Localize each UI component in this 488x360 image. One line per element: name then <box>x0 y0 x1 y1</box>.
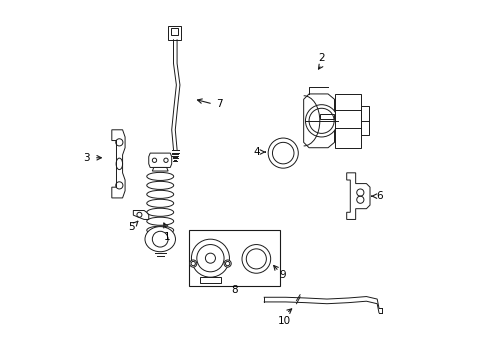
Text: 10: 10 <box>278 316 291 325</box>
Polygon shape <box>346 173 369 220</box>
Circle shape <box>267 138 298 168</box>
Polygon shape <box>199 277 221 283</box>
Ellipse shape <box>146 172 173 180</box>
Circle shape <box>189 260 196 267</box>
Ellipse shape <box>146 199 173 207</box>
Ellipse shape <box>144 226 175 252</box>
Polygon shape <box>148 153 171 167</box>
Text: 8: 8 <box>231 285 237 296</box>
Circle shape <box>305 105 337 137</box>
Bar <box>168 26 181 40</box>
Text: 3: 3 <box>83 153 90 163</box>
Ellipse shape <box>146 190 173 198</box>
Text: 4: 4 <box>253 147 260 157</box>
Polygon shape <box>112 130 125 198</box>
Bar <box>188 230 280 286</box>
Circle shape <box>191 239 229 277</box>
Bar <box>361 107 368 135</box>
Text: 9: 9 <box>279 270 285 280</box>
Text: 6: 6 <box>376 191 383 201</box>
Polygon shape <box>133 211 148 220</box>
Ellipse shape <box>146 217 173 225</box>
Circle shape <box>242 244 270 273</box>
Ellipse shape <box>146 181 173 189</box>
Circle shape <box>224 260 231 267</box>
Bar <box>334 94 361 148</box>
Polygon shape <box>152 167 168 171</box>
Ellipse shape <box>146 208 173 216</box>
Text: 2: 2 <box>318 53 324 63</box>
Ellipse shape <box>146 226 173 234</box>
Text: 5: 5 <box>128 222 135 232</box>
Text: 7: 7 <box>216 99 222 109</box>
Text: 1: 1 <box>164 232 170 242</box>
Bar <box>171 28 178 36</box>
Polygon shape <box>303 94 334 148</box>
